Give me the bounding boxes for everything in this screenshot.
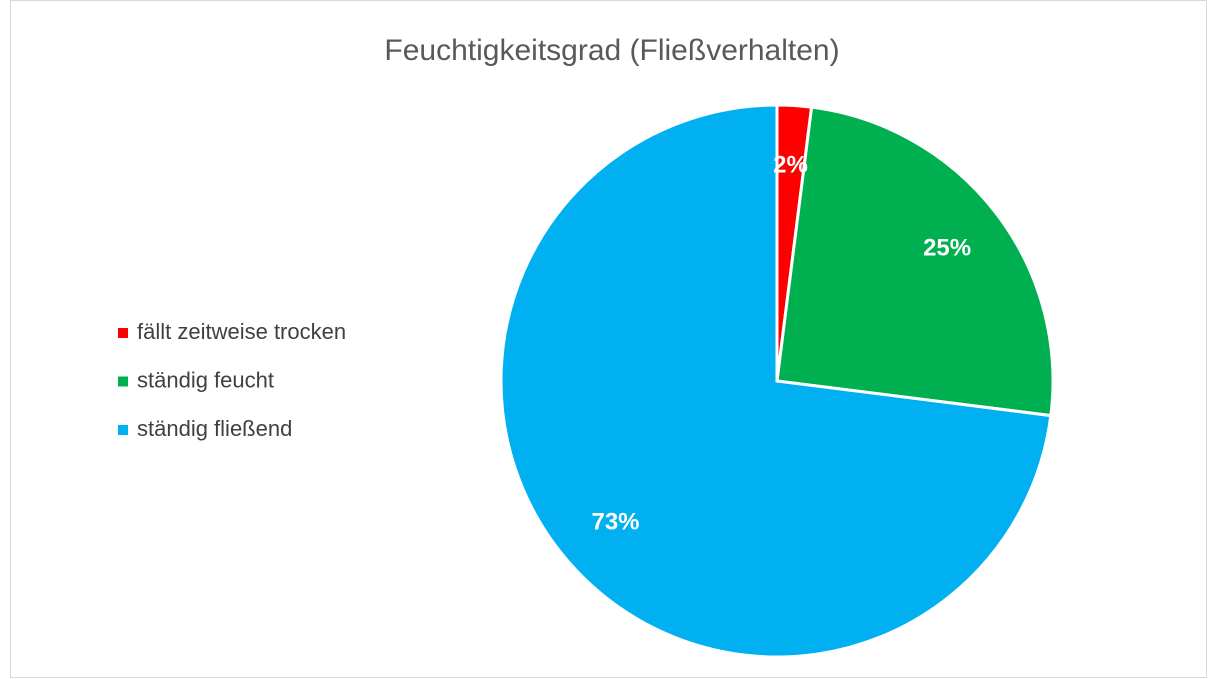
- legend-swatch: [118, 425, 128, 435]
- legend-label: fällt zeitweise trocken: [137, 319, 346, 344]
- pie-slice: [775, 105, 1055, 418]
- legend-swatch: [118, 376, 128, 387]
- legend-label: ständig fließend: [137, 416, 292, 441]
- legend-swatch: [118, 328, 128, 338]
- legend-label: ständig feucht: [137, 367, 274, 392]
- pie-slice: [499, 103, 1053, 659]
- data-label: 2%: [773, 151, 808, 178]
- chart-title: Feuchtigkeitsgrad (Fließverhalten): [384, 34, 839, 67]
- data-label: 73%: [591, 509, 639, 536]
- data-label: 25%: [923, 234, 971, 261]
